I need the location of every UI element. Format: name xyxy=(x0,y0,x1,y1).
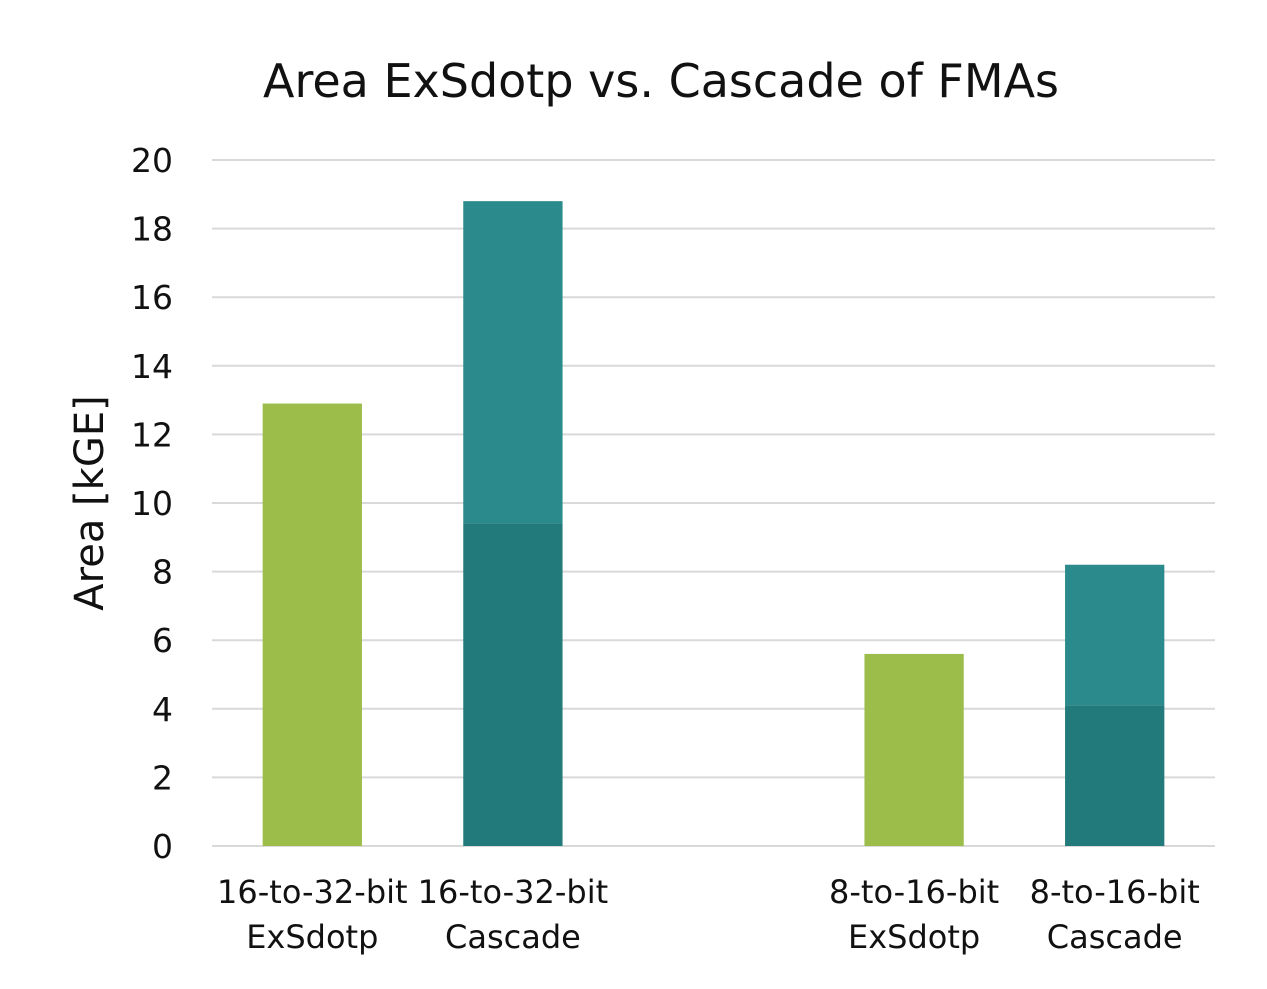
bars xyxy=(262,201,1165,846)
category-label-0-line-1: ExSdotp xyxy=(246,918,378,956)
y-axis-ticks: 0 2 4 6 8 10 12 14 16 18 20 xyxy=(131,141,173,866)
bar-3-segment-1 xyxy=(1065,564,1165,706)
y-tick-label: 18 xyxy=(131,210,173,249)
bar-1-segment-1 xyxy=(463,201,563,524)
y-tick-label: 16 xyxy=(131,278,173,317)
gridlines xyxy=(212,159,1215,847)
category-label-1-line-1: Cascade xyxy=(445,918,581,956)
y-axis-label: Area [kGE] xyxy=(67,395,113,610)
x-axis-categories: 16-to-32-bit ExSdotp 16-to-32-bit Cascade 8-… xyxy=(217,873,1200,956)
category-label-3-line-0: 8-to-16-bit xyxy=(829,873,999,911)
chart-title: Area ExSdotp vs. Cascade of FMAs xyxy=(263,54,1059,108)
y-tick-label: 2 xyxy=(152,758,173,797)
category-label-0-line-0: 16-to-32-bit xyxy=(217,873,408,911)
category-label-4-line-0: 8-to-16-bit xyxy=(1030,873,1200,911)
bar-2-segment-0 xyxy=(864,653,964,846)
bar-0-segment-0 xyxy=(262,403,362,846)
bar-3-segment-0 xyxy=(1065,705,1165,846)
category-label-1-line-0: 16-to-32-bit xyxy=(418,873,609,911)
y-tick-label: 8 xyxy=(152,553,173,592)
y-tick-label: 4 xyxy=(152,690,173,729)
y-tick-label: 0 xyxy=(152,827,173,866)
y-tick-label: 6 xyxy=(152,621,173,660)
y-tick-label: 14 xyxy=(131,347,173,386)
y-tick-label: 12 xyxy=(131,415,173,454)
y-tick-label: 10 xyxy=(131,484,173,523)
category-label-4-line-1: Cascade xyxy=(1047,918,1183,956)
y-tick-label: 20 xyxy=(131,141,173,180)
category-label-3-line-1: ExSdotp xyxy=(848,918,980,956)
bar-1-segment-0 xyxy=(463,523,563,846)
